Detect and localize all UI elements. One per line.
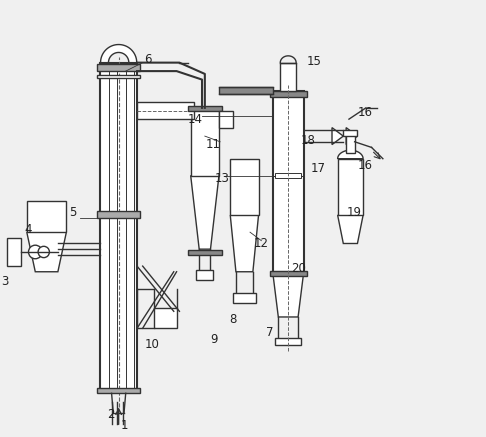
Bar xyxy=(188,250,222,255)
Text: 5: 5 xyxy=(69,206,77,219)
Text: 19: 19 xyxy=(347,206,362,219)
Text: 9: 9 xyxy=(211,333,218,346)
Text: 13: 13 xyxy=(214,172,229,185)
Text: 18: 18 xyxy=(301,134,316,147)
Text: 16: 16 xyxy=(357,159,372,172)
Bar xyxy=(191,108,219,176)
Bar xyxy=(196,270,213,280)
Bar xyxy=(338,159,363,215)
Text: 4: 4 xyxy=(24,223,32,236)
Bar xyxy=(230,159,259,215)
Bar xyxy=(27,201,67,232)
Text: 6: 6 xyxy=(144,53,152,66)
Text: 1: 1 xyxy=(120,419,128,432)
Text: 3: 3 xyxy=(1,275,9,288)
Text: 2: 2 xyxy=(107,408,114,421)
Bar xyxy=(270,271,307,276)
Text: 17: 17 xyxy=(311,163,325,175)
Bar xyxy=(270,91,307,97)
Polygon shape xyxy=(346,128,357,145)
Bar xyxy=(219,87,273,94)
Polygon shape xyxy=(332,128,343,145)
Text: 15: 15 xyxy=(307,55,321,68)
Bar xyxy=(98,211,140,218)
Bar xyxy=(276,173,301,178)
Bar xyxy=(276,338,301,345)
Bar xyxy=(154,309,176,328)
Bar xyxy=(100,62,137,390)
Bar xyxy=(137,102,193,119)
Bar xyxy=(280,62,296,91)
Text: 8: 8 xyxy=(229,313,237,326)
Polygon shape xyxy=(338,150,363,159)
Bar xyxy=(98,388,140,393)
Polygon shape xyxy=(230,215,259,272)
Polygon shape xyxy=(338,215,363,243)
Text: 10: 10 xyxy=(145,338,160,350)
Text: 14: 14 xyxy=(188,113,203,126)
Text: 16: 16 xyxy=(357,106,372,119)
Bar xyxy=(346,133,355,153)
Polygon shape xyxy=(27,232,67,272)
Text: 20: 20 xyxy=(291,263,306,275)
Bar xyxy=(188,106,222,111)
Bar xyxy=(98,75,140,78)
Text: 7: 7 xyxy=(266,326,274,339)
Bar xyxy=(343,131,357,136)
Circle shape xyxy=(29,245,42,259)
Bar xyxy=(233,293,256,303)
Polygon shape xyxy=(101,45,137,62)
Text: 12: 12 xyxy=(254,237,269,250)
Bar xyxy=(273,91,304,272)
Polygon shape xyxy=(191,176,219,249)
Bar xyxy=(7,238,21,266)
Text: 11: 11 xyxy=(206,138,221,151)
Polygon shape xyxy=(273,272,304,317)
Bar xyxy=(98,64,140,71)
Circle shape xyxy=(38,246,50,258)
Bar xyxy=(219,111,233,128)
